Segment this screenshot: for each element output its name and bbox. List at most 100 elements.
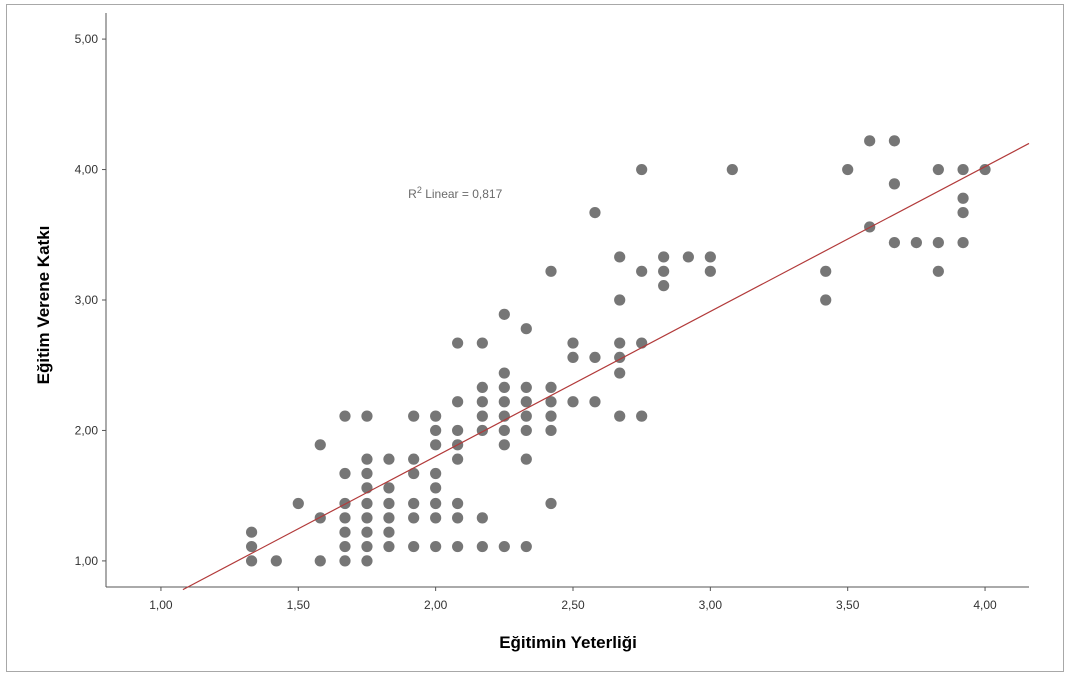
data-point bbox=[408, 512, 420, 524]
data-point bbox=[430, 540, 442, 553]
data-point bbox=[520, 424, 532, 437]
data-point bbox=[245, 540, 258, 553]
x-tick-label: 3,00 bbox=[699, 598, 723, 612]
y-tick-label: 1,00 bbox=[75, 554, 99, 568]
data-point bbox=[520, 396, 532, 408]
data-points bbox=[245, 135, 991, 567]
data-point bbox=[589, 396, 601, 408]
data-point bbox=[498, 396, 510, 408]
data-point bbox=[658, 265, 670, 277]
data-point bbox=[545, 424, 557, 437]
data-point bbox=[888, 135, 900, 147]
data-point bbox=[910, 237, 922, 249]
data-point bbox=[339, 540, 351, 553]
data-point bbox=[932, 163, 944, 176]
data-point bbox=[636, 337, 648, 349]
data-point bbox=[957, 237, 969, 249]
fit-line bbox=[182, 142, 1030, 591]
data-point bbox=[932, 265, 944, 277]
data-point bbox=[361, 482, 373, 494]
data-point bbox=[408, 453, 420, 465]
data-point bbox=[614, 337, 626, 349]
data-point bbox=[614, 294, 626, 306]
data-point bbox=[498, 439, 510, 451]
data-point bbox=[520, 540, 532, 553]
data-point bbox=[383, 453, 395, 465]
axes bbox=[102, 13, 1029, 591]
data-point bbox=[545, 396, 557, 408]
data-point bbox=[430, 497, 442, 510]
data-point bbox=[430, 410, 442, 422]
scatter-plot: 1,00 1,50 2,00 2,50 3,00 3,50 4,00 1,00 2,00 3,00… bbox=[34, 13, 1030, 652]
x-axis-title: Eğitimin Yeterliği bbox=[499, 633, 637, 652]
data-point bbox=[704, 251, 716, 263]
x-tick-label: 1,00 bbox=[149, 598, 173, 612]
data-point bbox=[452, 512, 464, 524]
data-point bbox=[498, 367, 510, 379]
data-point bbox=[614, 251, 626, 263]
data-point bbox=[979, 163, 991, 176]
data-point bbox=[520, 410, 532, 422]
data-point bbox=[520, 453, 532, 465]
data-point bbox=[545, 410, 557, 422]
data-point bbox=[430, 467, 442, 480]
data-point bbox=[452, 337, 464, 349]
data-point bbox=[270, 555, 282, 567]
data-point bbox=[888, 178, 900, 190]
data-point bbox=[888, 237, 900, 249]
data-point bbox=[726, 163, 738, 176]
data-point bbox=[658, 280, 670, 292]
data-point bbox=[314, 439, 326, 451]
data-point bbox=[614, 367, 626, 379]
data-point bbox=[614, 410, 626, 422]
r2-prefix: R bbox=[408, 187, 417, 201]
data-point bbox=[383, 540, 395, 553]
data-point bbox=[452, 453, 464, 465]
fit-line-group bbox=[182, 142, 1030, 591]
data-point bbox=[383, 526, 395, 538]
x-tick-label: 3,50 bbox=[836, 598, 860, 612]
y-tick-label: 4,00 bbox=[75, 163, 99, 177]
data-point bbox=[567, 337, 579, 349]
data-point bbox=[245, 555, 258, 567]
data-point bbox=[292, 497, 304, 510]
r2-superscript: 2 bbox=[417, 185, 422, 195]
data-point bbox=[589, 351, 601, 363]
x-tick-label: 2,00 bbox=[424, 598, 448, 612]
data-point bbox=[361, 540, 373, 553]
tick-labels: 1,00 1,50 2,00 2,50 3,00 3,50 4,00 1,00 2,00 3,00… bbox=[75, 32, 997, 612]
data-point bbox=[383, 482, 395, 494]
r2-annotation: R2 Linear = 0,817 bbox=[408, 185, 502, 201]
data-point bbox=[339, 512, 351, 524]
y-tick-label: 3,00 bbox=[75, 293, 99, 307]
data-point bbox=[498, 424, 510, 437]
data-point bbox=[339, 410, 351, 422]
data-point bbox=[636, 410, 648, 422]
data-point bbox=[452, 540, 464, 553]
data-point bbox=[430, 439, 442, 451]
data-point bbox=[957, 163, 969, 176]
x-tick-label: 2,50 bbox=[561, 598, 585, 612]
data-point bbox=[636, 265, 648, 277]
y-tick-label: 2,00 bbox=[75, 423, 99, 437]
data-point bbox=[682, 251, 694, 263]
data-point bbox=[339, 526, 351, 538]
data-point bbox=[476, 540, 488, 553]
chart-frame: 1,00 1,50 2,00 2,50 3,00 3,50 4,00 1,00 2,00 3,00… bbox=[6, 4, 1064, 672]
data-point bbox=[339, 467, 351, 480]
data-point bbox=[361, 526, 373, 538]
x-tick-label: 4,00 bbox=[973, 598, 997, 612]
data-point bbox=[589, 206, 601, 219]
y-axis-title: Eğitim Verene Katkı bbox=[34, 226, 53, 385]
data-point bbox=[408, 540, 420, 553]
data-point bbox=[452, 396, 464, 408]
data-point bbox=[658, 251, 670, 263]
data-point bbox=[361, 497, 373, 510]
y-tick-label: 5,00 bbox=[75, 32, 99, 46]
data-point bbox=[408, 410, 420, 422]
data-point bbox=[339, 555, 351, 567]
data-point bbox=[704, 265, 716, 277]
data-point bbox=[864, 135, 876, 147]
data-point bbox=[957, 192, 969, 204]
data-point bbox=[408, 467, 420, 480]
